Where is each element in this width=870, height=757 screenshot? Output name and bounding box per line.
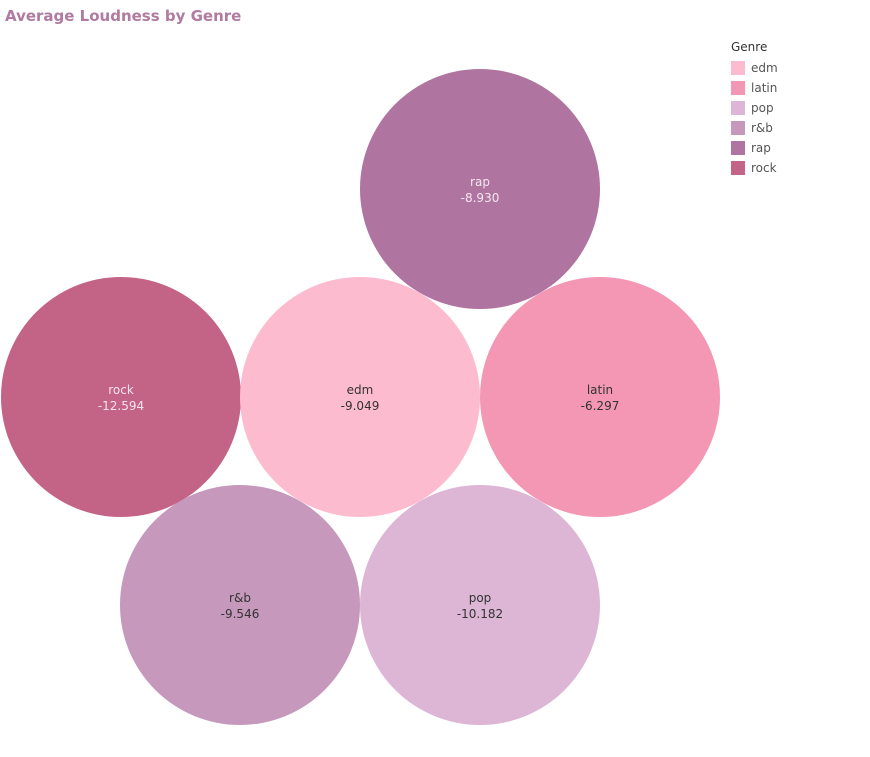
legend-label-latin: latin [751,81,778,95]
bubble-edm[interactable]: edm -9.049 [240,277,480,517]
legend-item-rnb[interactable]: r&b [731,118,778,138]
legend-label-rock: rock [751,161,777,175]
legend-title: Genre [731,40,768,54]
bubble-name-label-pop: pop [469,591,492,605]
bubble-value-label-rnb: -9.546 [221,607,260,621]
bubble-name-label-rap: rap [470,175,490,189]
bubble-circle-rnb[interactable] [120,485,360,725]
legend-item-rap[interactable]: rap [731,138,778,158]
legend-label-pop: pop [751,101,774,115]
legend-label-rap: rap [751,141,771,155]
bubble-circle-edm[interactable] [240,277,480,517]
legend-item-rock[interactable]: rock [731,158,778,178]
bubble-rock[interactable]: rock -12.594 [1,277,241,517]
bubble-value-label-rock: -12.594 [98,399,144,413]
bubble-value-label-edm: -9.049 [341,399,380,413]
legend-swatch-pop [731,101,745,115]
legend-label-edm: edm [751,61,778,75]
bubble-rap[interactable]: rap -8.930 [360,69,600,309]
bubble-pop[interactable]: pop -10.182 [360,485,600,725]
legend-item-pop[interactable]: pop [731,98,778,118]
bubble-circle-rock[interactable] [1,277,241,517]
chart-title: Average Loudness by Genre [5,7,242,25]
bubble-name-label-rnb: r&b [229,591,251,605]
bubble-circle-pop[interactable] [360,485,600,725]
bubble-name-label-rock: rock [108,383,134,397]
legend-item-edm[interactable]: edm [731,58,778,78]
bubble-name-label-latin: latin [587,383,613,397]
bubble-value-label-pop: -10.182 [457,607,503,621]
legend-swatch-edm [731,61,745,75]
legend-swatch-rnb [731,121,745,135]
bubble-circle-latin[interactable] [480,277,720,517]
bubble-latin[interactable]: latin -6.297 [480,277,720,517]
legend-swatch-rap [731,141,745,155]
legend-swatch-latin [731,81,745,95]
bubble-rnb[interactable]: r&b -9.546 [120,485,360,725]
legend-swatch-rock [731,161,745,175]
legend-label-rnb: r&b [751,121,773,135]
legend: Genre edm latin pop r&b rap rock [731,40,778,178]
bubble-circle-rap[interactable] [360,69,600,309]
bubble-value-label-rap: -8.930 [461,191,500,205]
bubble-value-label-latin: -6.297 [581,399,620,413]
legend-item-latin[interactable]: latin [731,78,778,98]
bubble-name-label-edm: edm [347,383,374,397]
